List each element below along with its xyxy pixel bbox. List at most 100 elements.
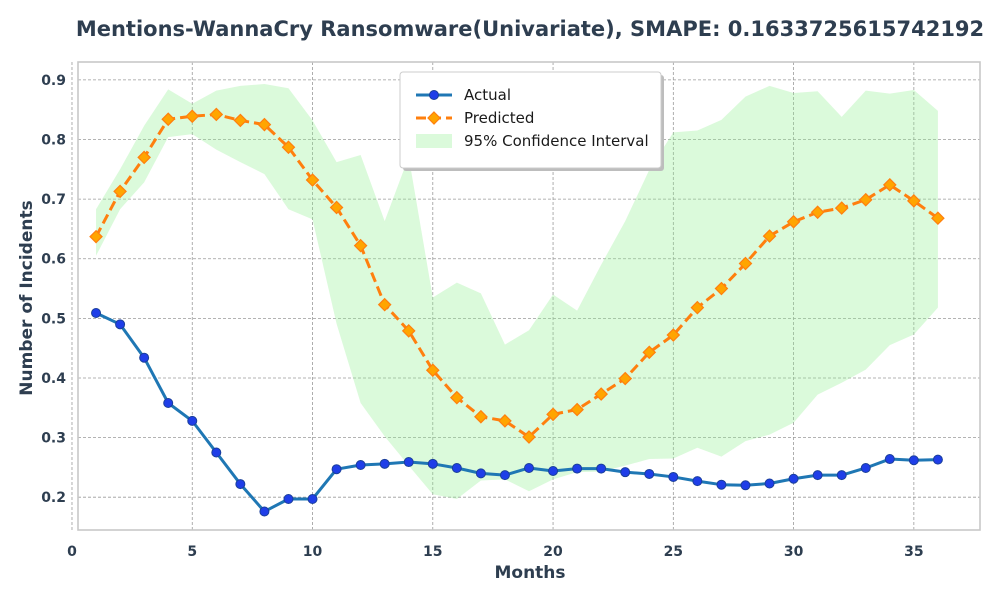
y-tick-label: 0.6 xyxy=(41,252,66,268)
chart-title: Mentions-WannaCry Ransomware(Univariate)… xyxy=(76,17,984,41)
y-tick-label: 0.3 xyxy=(41,431,66,447)
predicted-point xyxy=(401,324,416,338)
predicted-point xyxy=(233,113,248,128)
actual-point xyxy=(668,471,679,482)
x-axis-label: Months xyxy=(494,563,565,583)
y-tick-label: 0.9 xyxy=(41,73,66,89)
x-tick-label: 15 xyxy=(423,544,442,560)
predicted-point xyxy=(666,328,681,342)
predicted-point xyxy=(498,414,512,428)
actual-point xyxy=(187,415,198,426)
predicted-point xyxy=(474,409,488,424)
actual-point xyxy=(860,462,871,473)
predicted-point xyxy=(570,402,584,417)
actual-point xyxy=(475,468,486,479)
x-tick-label: 5 xyxy=(187,544,197,560)
y-tick-label: 0.8 xyxy=(41,133,66,149)
predicted-point xyxy=(618,371,633,386)
actual-point xyxy=(427,458,438,469)
predicted-point xyxy=(377,297,392,312)
x-tick-label: 30 xyxy=(784,544,804,560)
y-tick-label: 0.4 xyxy=(41,371,66,387)
actual-point xyxy=(355,460,366,471)
actual-point xyxy=(740,480,751,491)
predicted-point xyxy=(137,150,151,165)
actual-point xyxy=(932,454,943,465)
plot-frame xyxy=(77,61,981,531)
actual-point xyxy=(139,352,150,363)
predicted-point xyxy=(858,192,873,207)
predicted-point xyxy=(305,173,320,187)
predicted-point xyxy=(257,117,272,132)
legend-label-confidence: 95% Confidence Interval xyxy=(464,132,649,150)
predicted-point xyxy=(690,300,705,315)
legend: Actual Predicted 95% Confidence Interval xyxy=(399,71,664,171)
predicted-point xyxy=(907,194,921,208)
predicted-point xyxy=(882,177,897,192)
predicted-point xyxy=(931,211,945,226)
actual-point xyxy=(716,479,727,490)
actual-point xyxy=(331,464,342,475)
legend-label-actual: Actual xyxy=(464,86,511,104)
confidence-interval-band xyxy=(96,84,938,499)
actual-point xyxy=(235,479,246,490)
actual-point xyxy=(524,462,534,473)
predicted-point xyxy=(762,229,777,243)
predicted-point xyxy=(714,281,729,296)
actual-point xyxy=(115,319,126,330)
y-tick-label: 0.5 xyxy=(41,311,66,327)
x-tick-label: 0 xyxy=(67,544,77,560)
x-tick-label: 10 xyxy=(303,544,323,560)
actual-point xyxy=(620,467,631,478)
predicted-point xyxy=(209,107,224,122)
predicted-point xyxy=(738,256,753,271)
predicted-point xyxy=(185,109,200,124)
actual-point xyxy=(692,476,703,487)
series-layer xyxy=(89,107,945,517)
actual-point xyxy=(499,470,510,481)
predicted-point xyxy=(113,184,127,199)
actual-point xyxy=(211,447,222,458)
predicted-point xyxy=(834,201,849,215)
predicted-point xyxy=(449,390,464,405)
actual-point xyxy=(644,468,655,479)
actual-point xyxy=(307,493,318,504)
actual-point xyxy=(884,454,895,465)
actual-point xyxy=(451,462,462,473)
predicted-point xyxy=(786,214,801,229)
legend-box xyxy=(399,71,662,169)
predicted-point xyxy=(642,345,657,360)
actual-point xyxy=(764,478,775,489)
predicted-point xyxy=(425,363,440,378)
legend-marker-actual xyxy=(429,90,439,100)
predicted-point xyxy=(281,140,296,155)
actual-point xyxy=(596,463,607,474)
actual-point xyxy=(836,470,847,481)
actual-point xyxy=(548,465,559,476)
actual-point xyxy=(91,307,102,318)
predicted-point xyxy=(353,238,368,253)
actual-point xyxy=(283,493,294,504)
actual-point xyxy=(572,463,583,474)
confidence-band-layer xyxy=(96,84,938,499)
actual-point xyxy=(259,506,270,517)
predicted-point xyxy=(329,200,344,215)
predicted-point xyxy=(546,407,560,422)
actual-point xyxy=(788,473,799,484)
y-axis-label: Number of Incidents xyxy=(17,200,37,395)
x-tick-label: 20 xyxy=(543,544,563,560)
legend-marker-predicted xyxy=(427,111,441,125)
predicted-point xyxy=(810,205,825,220)
y-tick-label: 0.2 xyxy=(41,490,66,506)
legend-label-predicted: Predicted xyxy=(464,109,534,127)
actual-point xyxy=(812,470,823,481)
x-tick-label: 35 xyxy=(904,544,923,560)
actual-point xyxy=(403,457,414,468)
actual-point xyxy=(379,458,390,469)
actual-point xyxy=(908,455,919,466)
y-tick-label: 0.7 xyxy=(41,192,66,208)
tick-layer: 0 5 10 15 20 25 30 35 0.2 0.3 0.4 0.5 0.6 0.7 0.8 0.9 xyxy=(41,73,923,560)
predicted-point xyxy=(522,430,536,444)
actual-point xyxy=(163,398,174,409)
